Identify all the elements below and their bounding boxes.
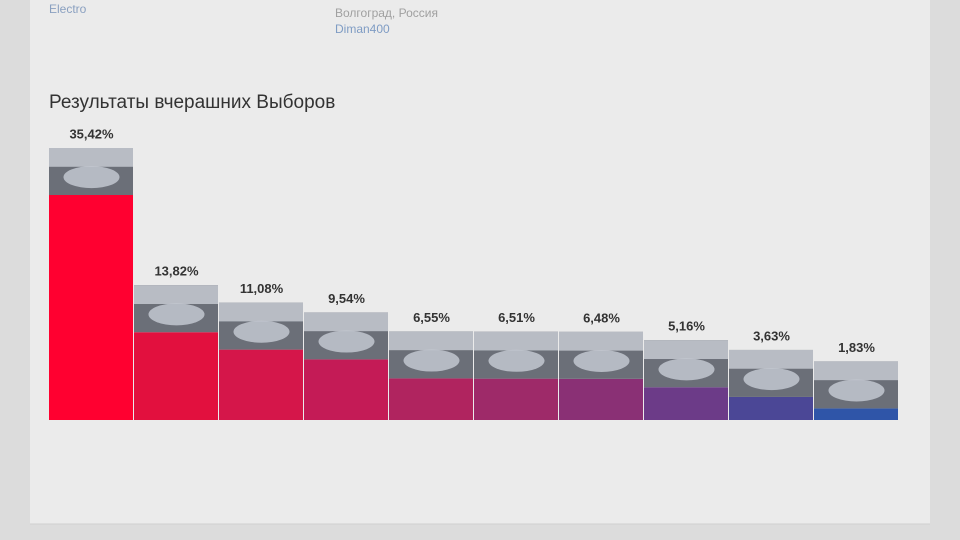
car-shape bbox=[488, 349, 545, 372]
bar bbox=[474, 378, 558, 420]
bar bbox=[814, 408, 898, 420]
car-shape bbox=[658, 358, 715, 381]
value-label: 13,82% bbox=[154, 264, 199, 279]
car-photo-sky bbox=[304, 312, 388, 332]
user-link[interactable]: Electro bbox=[49, 2, 87, 16]
content-panel bbox=[30, 0, 930, 524]
car-shape bbox=[828, 379, 885, 402]
bar bbox=[219, 349, 303, 420]
bar bbox=[134, 332, 218, 420]
car-shape bbox=[148, 303, 205, 326]
value-label: 11,08% bbox=[240, 281, 284, 296]
bar bbox=[49, 195, 133, 420]
car-photo-sky bbox=[134, 285, 218, 305]
value-label: 6,51% bbox=[498, 310, 535, 325]
value-label: 6,55% bbox=[413, 310, 450, 325]
car-photo-sky bbox=[219, 302, 303, 322]
bar bbox=[559, 378, 643, 420]
bar bbox=[389, 378, 473, 420]
car-shape bbox=[318, 330, 375, 353]
value-label: 1,83% bbox=[838, 340, 875, 355]
car-shape bbox=[233, 320, 290, 343]
bar-chart: 35,42% 13,82% 11,08% 9,54% 6,55% 6,51% 6,48% 5,… bbox=[49, 126, 898, 420]
car-photo-sky bbox=[49, 148, 133, 167]
car-photo-sky bbox=[389, 331, 473, 351]
car-shape bbox=[573, 349, 630, 372]
bar bbox=[644, 387, 728, 420]
car-photo-sky bbox=[474, 331, 558, 351]
car-shape bbox=[403, 349, 460, 372]
bar bbox=[304, 359, 388, 420]
car-photo-sky bbox=[559, 331, 643, 351]
car-photo-sky bbox=[814, 361, 898, 381]
value-label: 35,42% bbox=[69, 126, 114, 141]
bar bbox=[729, 396, 813, 420]
value-label: 3,63% bbox=[753, 328, 790, 343]
car-shape bbox=[743, 368, 800, 391]
value-label: 9,54% bbox=[328, 291, 365, 306]
value-label: 5,16% bbox=[668, 319, 705, 334]
author-link[interactable]: Diman400 bbox=[335, 22, 390, 36]
car-photo-sky bbox=[644, 340, 728, 360]
car-photo-sky bbox=[729, 349, 813, 369]
car-shape bbox=[63, 166, 120, 189]
value-label: 6,48% bbox=[583, 310, 620, 325]
location: Волгоград, Россия bbox=[335, 6, 438, 20]
chart-title: Результаты вчерашних Выборов bbox=[49, 92, 335, 113]
